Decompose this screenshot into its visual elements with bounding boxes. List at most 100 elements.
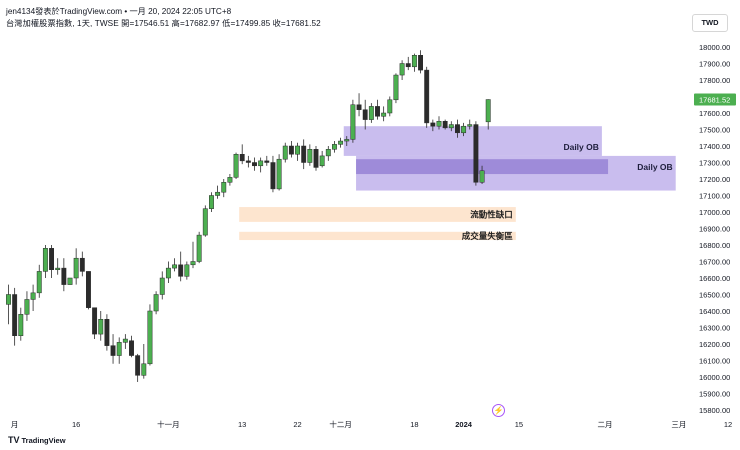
candle-body [467, 124, 473, 127]
candle [393, 73, 399, 104]
time-tick-label: 十一月 [157, 419, 180, 429]
candle-body [92, 307, 98, 335]
last-price-label: 17681.52 [699, 96, 730, 105]
candle [313, 146, 319, 171]
candle-body [122, 338, 128, 343]
candles-layer [6, 50, 491, 382]
candle [467, 119, 473, 130]
candle [418, 50, 424, 74]
candle [387, 96, 393, 117]
brand-name: TradingView [21, 436, 66, 445]
candle-body [24, 299, 30, 315]
candle-body [350, 104, 356, 140]
candle [159, 271, 165, 300]
candle-body [362, 109, 368, 120]
candle [239, 144, 245, 165]
candle [24, 291, 30, 321]
candle [430, 119, 436, 132]
symbol-ohlc-line: 台灣加權股票指數, 1天, TWSE 開=17546.51 高=17682.97… [6, 19, 321, 28]
candle-body [411, 55, 417, 68]
candle [264, 155, 270, 166]
candle [301, 139, 307, 170]
lightning-icon[interactable]: ⚡ [492, 404, 505, 417]
candle [104, 314, 110, 351]
candle-body [258, 160, 264, 167]
candle-body [42, 248, 48, 272]
candle-body [245, 160, 251, 163]
candle [405, 56, 411, 71]
candle [227, 174, 233, 186]
candle-body [172, 264, 178, 269]
price-tick-label: 17400.00 [699, 142, 730, 151]
candle [350, 99, 356, 143]
price-tick-label: 16000.00 [699, 373, 730, 382]
candle [362, 99, 368, 130]
candle-body [338, 140, 344, 145]
candle [258, 157, 264, 173]
candle [67, 277, 73, 285]
zone-label: Daily OB [563, 142, 598, 152]
candle-body [184, 264, 190, 277]
candle-body [129, 340, 134, 356]
candle-body [221, 182, 227, 193]
time-axis[interactable]: 月 16 十一月 13 22 十二月 18 2024 15 二月 三月 12 [11, 419, 732, 429]
price-tick-label: 15800.00 [699, 406, 730, 415]
candle [36, 264, 42, 298]
zone-label: 成交量失衡區 [462, 231, 514, 241]
candle [196, 231, 202, 264]
candle-body [86, 271, 91, 308]
candle [86, 271, 91, 310]
candle-body [202, 208, 208, 236]
candle [424, 66, 430, 128]
candle [288, 141, 294, 158]
candle-body [61, 267, 67, 285]
price-tick-label: 16100.00 [699, 357, 730, 366]
candle [461, 122, 467, 137]
candle-body [178, 264, 184, 277]
price-tick-label: 16900.00 [699, 225, 730, 234]
price-tick-label: 16500.00 [699, 291, 730, 300]
price-tick-label: 17200.00 [699, 175, 730, 184]
candle [147, 304, 153, 366]
candle [122, 334, 128, 349]
candle [479, 165, 485, 184]
candle-body [110, 345, 116, 356]
candle-body [153, 294, 159, 312]
time-tick-label: 22 [293, 420, 301, 429]
candle-body [55, 267, 61, 271]
candle [178, 251, 184, 282]
time-tick-label: 16 [72, 420, 80, 429]
price-tick-label: 17600.00 [699, 109, 730, 118]
candle [6, 284, 11, 325]
time-tick-label: 15 [515, 420, 523, 429]
candle [190, 241, 196, 269]
candle-body [67, 277, 73, 285]
candle [79, 251, 85, 277]
candle [129, 335, 134, 358]
price-tick-label: 15900.00 [699, 390, 730, 399]
candle-body [424, 69, 430, 124]
candle [110, 334, 116, 364]
candle [473, 121, 479, 186]
candle [49, 245, 54, 278]
currency-button[interactable]: TWD [692, 14, 728, 32]
candle-body [98, 319, 104, 335]
candle-body [30, 292, 36, 300]
candle-body [344, 139, 350, 142]
candle-body [190, 261, 196, 266]
candle-body [239, 154, 245, 162]
candle-body [442, 121, 448, 129]
candle-body [368, 106, 374, 120]
candle-body [104, 319, 110, 346]
time-tick-label: 13 [238, 420, 246, 429]
price-axis[interactable]: 15800.00 15900.00 16000.00 16100.00 16200.00… [694, 43, 736, 415]
candle-body [332, 144, 337, 150]
candle-body [79, 257, 85, 272]
tradingview-brand[interactable]: TV TradingView [8, 435, 66, 445]
candle-body [295, 145, 301, 155]
candle [375, 99, 380, 120]
candle [116, 337, 122, 364]
price-tick-label: 17500.00 [699, 126, 730, 135]
